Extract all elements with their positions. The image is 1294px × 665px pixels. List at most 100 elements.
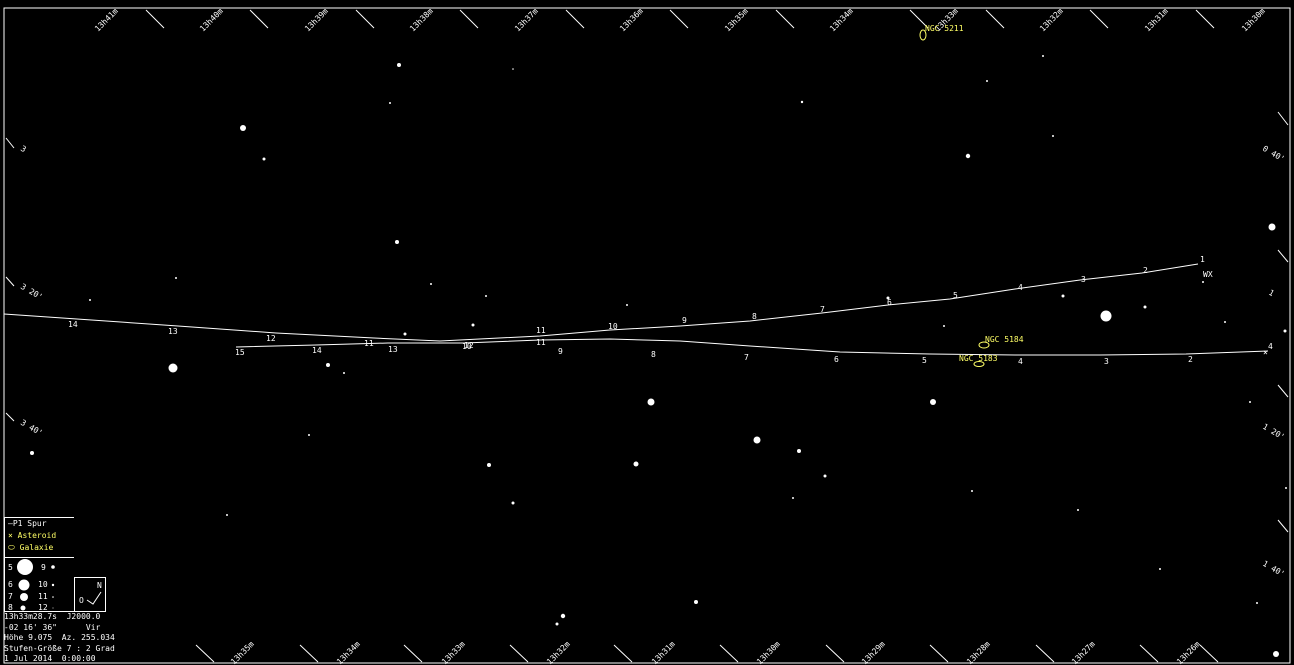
ra-label: 13h31m bbox=[1143, 6, 1170, 33]
dec-label: 3 bbox=[19, 144, 28, 154]
track-tick: 3 bbox=[1081, 275, 1086, 284]
ra-label: 13h39m bbox=[303, 6, 330, 33]
legend-asteroid-label: Asteroid bbox=[17, 531, 57, 540]
west-label: O bbox=[79, 596, 84, 605]
galaxy-marker bbox=[978, 341, 990, 349]
dec-label: 3 40' bbox=[19, 418, 44, 438]
ra-label: 13h36m bbox=[618, 6, 645, 33]
track-tick: 10 bbox=[608, 322, 618, 331]
ra-label: 13h34m bbox=[828, 6, 855, 33]
ra-label: 13h35m bbox=[723, 6, 750, 33]
dec-labels: 3 3 20' 3 40' 0 40' 1 1 20' 1 40' bbox=[19, 144, 1286, 579]
ra-label: 13h30m bbox=[755, 639, 782, 665]
mag-label: 11 bbox=[38, 592, 48, 601]
track-tick: 4 bbox=[1268, 342, 1273, 351]
track-tick: 11 bbox=[536, 326, 546, 335]
ra-label: 13h40m bbox=[198, 6, 225, 33]
info-altaz: Höhe 9.075 Az. 255.034 bbox=[4, 633, 115, 642]
track-tick: 8 bbox=[651, 350, 656, 359]
mag-label: 5 bbox=[8, 563, 13, 572]
asteroid-track-upper: 14 13 12 11 10 11 10 9 8 7 6 5 4 3 2 1 W… bbox=[3, 255, 1213, 351]
info-dec: -02 16' 36" Vir bbox=[4, 622, 101, 632]
info-scale: Stufen-Größe 7 : 2 Grad bbox=[4, 643, 115, 653]
track-tick: 10 bbox=[462, 342, 472, 351]
track-tick: 7 bbox=[820, 305, 825, 314]
galaxy-marker bbox=[919, 29, 927, 41]
mag-label: 9 bbox=[41, 563, 46, 572]
ra-label: 13h32m bbox=[545, 639, 572, 665]
dec-label: 3 20' bbox=[19, 282, 44, 302]
ra-label: 13h28m bbox=[965, 639, 992, 665]
map-frame bbox=[3, 7, 1291, 664]
track-tick: 13 bbox=[168, 327, 178, 336]
track-tick: 3 bbox=[1104, 357, 1109, 366]
legend-galaxy: ⬭ Galaxie bbox=[8, 543, 54, 552]
ra-label: 13h38m bbox=[408, 6, 435, 33]
track-tick: 9 bbox=[558, 347, 563, 356]
ra-label: 13h41m bbox=[93, 6, 120, 33]
ra-label: 13h26m bbox=[1175, 639, 1202, 665]
dec-label: 1 bbox=[1267, 288, 1276, 298]
info-ra: 13h33m28.7s J2000.0 bbox=[4, 612, 101, 621]
track-tick: 5 bbox=[953, 291, 958, 300]
ra-labels-bottom: 13h35m 13h34m 13h33m 13h32m 13h31m 13h30… bbox=[229, 639, 1202, 665]
track-tick: 12 bbox=[464, 341, 474, 350]
galaxy-label: NGC 5211 bbox=[925, 24, 964, 33]
track-end-label: WX bbox=[1203, 270, 1213, 279]
track-tick: 6 bbox=[834, 355, 839, 364]
track-tick: 9 bbox=[682, 316, 687, 325]
info-date: 1 Jul 2014 0:00:00 bbox=[4, 654, 96, 663]
track-tick: 8 bbox=[752, 312, 757, 321]
mag-label: 12 bbox=[38, 603, 48, 612]
dec-label: 0 40' bbox=[1261, 144, 1286, 164]
track-tick: 2 bbox=[1143, 266, 1148, 275]
track-tick: 7 bbox=[744, 353, 749, 362]
orientation-indicator: N O bbox=[74, 577, 106, 612]
mag-label: 6 bbox=[8, 580, 13, 589]
dec-label: 1 40' bbox=[1261, 559, 1286, 579]
legend-track: —P1 Spur bbox=[8, 519, 47, 528]
track-tick: 1 bbox=[1200, 255, 1205, 264]
mag-label: 7 bbox=[8, 592, 13, 601]
ra-label: 13h27m bbox=[1070, 639, 1097, 665]
ra-label: 13h30m bbox=[1240, 6, 1267, 33]
compass-icon: N O bbox=[79, 581, 102, 605]
ra-label: 13h29m bbox=[860, 639, 887, 665]
galaxy-marker bbox=[973, 361, 985, 367]
ra-label: 13h31m bbox=[650, 639, 677, 665]
track-tick: 13 bbox=[388, 345, 398, 354]
ra-label: 13h34m bbox=[335, 639, 362, 665]
map-legend: —P1 Spur × Asteroid ⬭ Galaxie 5 6 7 8 9 … bbox=[4, 517, 74, 612]
asteroid-track-lower: 15 14 13 12 11 9 8 7 6 5 4 3 2 4 × bbox=[235, 338, 1273, 366]
track-tick: 2 bbox=[1188, 355, 1193, 364]
magnitude-dots: 5 6 7 8 9 10 11 12 bbox=[8, 559, 55, 612]
legend-galaxy-label: Galaxie bbox=[19, 543, 54, 552]
galaxy-label: NGC 5184 bbox=[985, 335, 1024, 344]
galaxy-label: NGC 5183 bbox=[959, 354, 998, 363]
ra-label: 13h32m bbox=[1038, 6, 1065, 33]
galaxies[interactable]: NGC 5211 NGC 5184 NGC 5183 bbox=[919, 24, 1024, 367]
track-tick: 6 bbox=[887, 298, 892, 307]
track-tick: 11 bbox=[536, 338, 546, 347]
legend-asteroid: × Asteroid bbox=[8, 531, 57, 540]
track-tick: 4 bbox=[1018, 283, 1023, 292]
mag-label: 10 bbox=[38, 580, 48, 589]
stars bbox=[30, 55, 1287, 657]
track-tick: 5 bbox=[922, 356, 927, 365]
track-tick: 4 bbox=[1018, 357, 1023, 366]
cursor-info: 13h33m28.7s J2000.0 -02 16' 36" Vir Höhe… bbox=[4, 612, 115, 665]
ra-label: 13h35m bbox=[229, 639, 256, 665]
north-label: N bbox=[97, 581, 102, 590]
magnitude-scale: 5 6 7 8 9 10 11 12 bbox=[5, 557, 74, 613]
track-tick: 14 bbox=[312, 346, 322, 355]
ra-label: 13h37m bbox=[513, 6, 540, 33]
track-tick: 12 bbox=[266, 334, 276, 343]
legend-track-label: P1 Spur bbox=[12, 519, 47, 528]
asteroid-marker: × bbox=[1263, 348, 1268, 357]
track-tick: 14 bbox=[68, 320, 78, 329]
coordinate-grid-marks bbox=[5, 9, 1289, 663]
dec-label: 1 20' bbox=[1261, 422, 1286, 442]
track-tick: 15 bbox=[235, 348, 245, 357]
mag-label: 8 bbox=[8, 603, 13, 612]
